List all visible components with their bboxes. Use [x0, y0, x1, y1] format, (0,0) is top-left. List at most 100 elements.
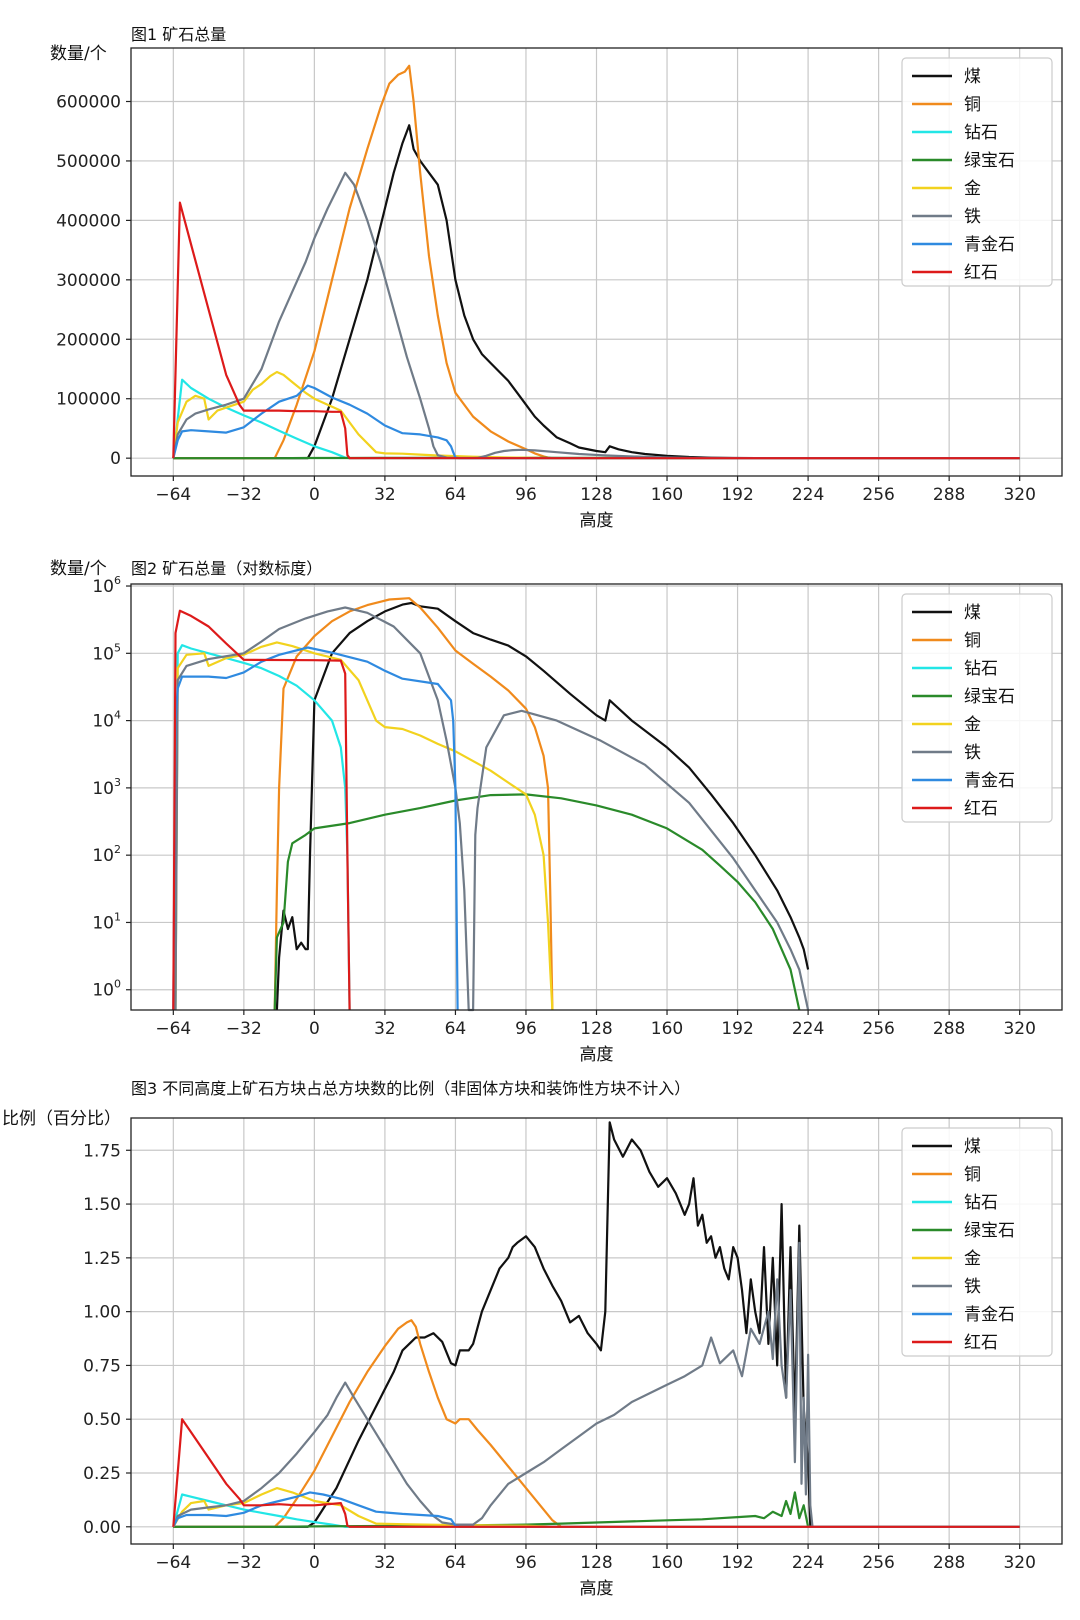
y-axis-label: 数量/个	[50, 559, 107, 579]
series-line-iron	[174, 606, 810, 1012]
series-line-lapis	[172, 384, 1020, 460]
x-tick-label: 160	[651, 1019, 683, 1039]
y-tick-label: 105	[92, 641, 121, 664]
chart-title: 图1 矿石总量	[131, 25, 226, 44]
x-tick-label: −32	[226, 1553, 262, 1573]
legend-label-gold: 金	[964, 1249, 981, 1269]
x-tick-label: 96	[515, 1553, 537, 1573]
series-line-coal	[173, 124, 1020, 460]
legend-label-iron: 铁	[964, 743, 981, 763]
series-line-redstone	[172, 1418, 1020, 1528]
x-tick-label: 0	[309, 1019, 320, 1039]
series-line-iron	[172, 1241, 1020, 1528]
x-tick-label: 64	[445, 1553, 467, 1573]
y-tick-label: 1.25	[83, 1249, 121, 1269]
legend-label-copper: 铜	[964, 1165, 981, 1185]
x-tick-label: 224	[792, 1019, 824, 1039]
y-tick-label: 500000	[56, 152, 121, 172]
legend-label-redstone: 红石	[964, 263, 998, 283]
x-axis-label: 高度	[580, 1045, 614, 1065]
legend-label-iron: 铁	[964, 207, 981, 227]
chart-panel-3: −64 −32 0 32 64 96 128 160 192 224 256 288 320 0.00 0.…	[2, 1079, 1063, 1599]
series-line-coal	[173, 1121, 812, 1528]
legend-label-diamond: 钻石	[964, 659, 998, 679]
y-tick-label: 1.00	[83, 1303, 121, 1323]
y-axis-label: 比例（百分比）	[2, 1109, 121, 1129]
legend-label-redstone: 红石	[964, 1333, 998, 1353]
x-tick-label: 32	[374, 1019, 396, 1039]
x-tick-label: 96	[515, 1019, 537, 1039]
x-tick-label: 320	[1003, 485, 1035, 505]
series-line-redstone	[172, 201, 1020, 460]
legend-label-diamond: 钻石	[964, 1193, 998, 1213]
x-tick-label: −64	[155, 1019, 191, 1039]
x-tick-label: 160	[651, 485, 683, 505]
y-axis-label: 数量/个	[50, 44, 107, 64]
x-tick-label: −64	[155, 485, 191, 505]
legend-label-coal: 煤	[964, 67, 981, 87]
legend-box	[901, 57, 1053, 287]
chart-title: 图3 不同高度上矿石方块占总方块数的比例（非固体方块和装饰性方块不计入）	[131, 1079, 690, 1098]
legend-box	[901, 1127, 1053, 1357]
series-line-gold	[172, 1486, 1020, 1528]
x-tick-label: 288	[933, 1019, 965, 1039]
x-tick-label: 288	[933, 485, 965, 505]
legend-label-copper: 铜	[964, 95, 981, 115]
legend-label-coal: 煤	[964, 1137, 981, 1157]
series-line-gold	[174, 641, 554, 1011]
legend-box	[901, 593, 1053, 823]
y-tick-label: 101	[92, 910, 121, 933]
x-tick-label: 96	[515, 485, 537, 505]
x-tick-label: 128	[580, 1553, 612, 1573]
legend-label-iron: 铁	[964, 1277, 981, 1297]
series-line-diamond	[174, 644, 351, 1011]
x-tick-label: 320	[1003, 1019, 1035, 1039]
legend-label-lapis: 青金石	[964, 1305, 1015, 1325]
x-tick-label: 64	[445, 485, 467, 505]
legend-label-coal: 煤	[964, 603, 981, 623]
x-tick-label: 160	[651, 1553, 683, 1573]
x-tick-label: 128	[580, 1019, 612, 1039]
x-tick-label: 128	[580, 485, 612, 505]
legend-label-emerald: 绿宝石	[964, 151, 1015, 171]
y-tick-label: 300000	[56, 271, 121, 291]
legend-label-lapis: 青金石	[964, 235, 1015, 255]
legend-label-gold: 金	[964, 179, 981, 199]
x-tick-label: 0	[309, 1553, 320, 1573]
legend-label-diamond: 钻石	[964, 123, 998, 143]
x-tick-label: 192	[721, 485, 753, 505]
x-tick-label: 288	[933, 1553, 965, 1573]
y-tick-label: 0.25	[83, 1464, 121, 1484]
x-tick-label: 192	[721, 1019, 753, 1039]
y-tick-label: 100	[92, 978, 121, 1001]
legend-label-redstone: 红石	[964, 799, 998, 819]
x-axis-label: 高度	[580, 1579, 614, 1599]
series-line-lapis	[172, 1491, 1020, 1528]
x-tick-label: 224	[792, 1553, 824, 1573]
y-tick-label: 100000	[56, 390, 121, 410]
x-tick-label: 256	[862, 1553, 894, 1573]
x-tick-label: 0	[309, 485, 320, 505]
y-tick-label: 104	[92, 709, 121, 732]
y-tick-label: 0.75	[83, 1356, 121, 1376]
series-line-copper	[173, 64, 1020, 460]
legend-label-emerald: 绿宝石	[964, 687, 1015, 707]
x-tick-label: 256	[862, 485, 894, 505]
series-line-copper	[273, 597, 554, 1011]
y-tick-label: 102	[92, 843, 121, 866]
x-tick-label: −64	[155, 1553, 191, 1573]
x-tick-label: 192	[721, 1553, 753, 1573]
legend-label-lapis: 青金石	[964, 771, 1015, 791]
chart-panel-1: −64 −32 0 32 64 96 128 160 192 224 256 288 320 0 10000…	[50, 25, 1063, 531]
legend-label-emerald: 绿宝石	[964, 1221, 1015, 1241]
series-line-diamond	[172, 1493, 1020, 1528]
x-tick-label: 32	[374, 485, 396, 505]
series-line-lapis	[172, 646, 459, 1011]
series-line-coal	[275, 601, 810, 1011]
y-tick-label: 1.75	[83, 1141, 121, 1161]
y-tick-label: 200000	[56, 330, 121, 350]
